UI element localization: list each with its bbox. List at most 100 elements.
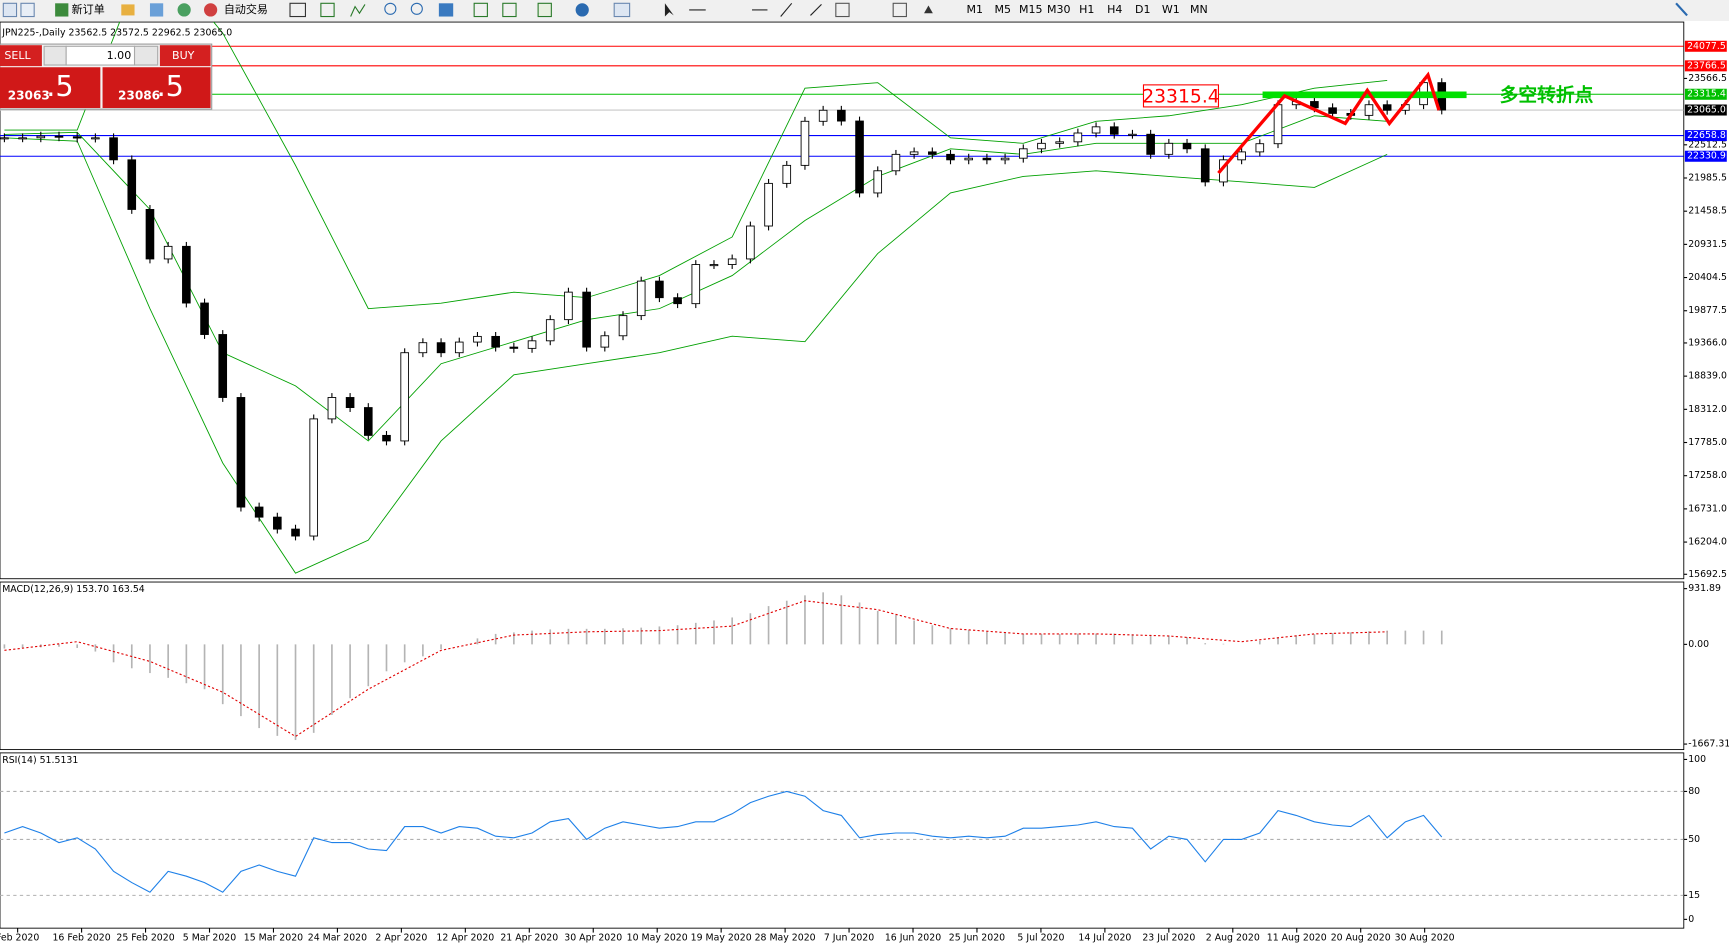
timeframe[interactable]: D1 — [1135, 3, 1151, 16]
toolbar-icon[interactable] — [438, 3, 454, 17]
timeframe[interactable]: W1 — [1162, 3, 1180, 16]
toolbar-icon[interactable] — [20, 2, 35, 18]
candle-body — [946, 153, 955, 161]
y-tick-label: 17258.0 — [1688, 470, 1727, 481]
toolbar-icon[interactable] — [473, 2, 488, 18]
candle-body — [1000, 157, 1010, 161]
ask-tail[interactable]: .5 — [157, 69, 184, 103]
buy-button[interactable] — [159, 45, 211, 67]
toolbar-icon[interactable] — [350, 4, 366, 17]
trade-panel: SELL 1.00 BUY 23063 .5 23086 .5 — [0, 43, 213, 110]
bid-tail[interactable]: .5 — [46, 69, 73, 103]
sell-button[interactable] — [0, 45, 42, 67]
timeframe[interactable]: MN — [1190, 3, 1208, 16]
y-tick-label: 18312.0 — [1688, 404, 1727, 415]
candle-body — [600, 335, 610, 348]
rsi-tick-label: 50 — [1688, 834, 1700, 845]
timeframe[interactable]: M1 — [967, 3, 984, 16]
toolbar-icon[interactable] — [613, 2, 631, 18]
trendline-tool[interactable] — [780, 2, 793, 17]
y-tick-label: 22512.5 — [1688, 139, 1727, 150]
level-tag — [1684, 40, 1727, 52]
buy-price-box[interactable] — [102, 67, 211, 109]
timeframe[interactable]: H1 — [1079, 3, 1094, 16]
candle-body — [873, 170, 883, 194]
candle-body — [363, 407, 373, 436]
ask-main[interactable]: 23086 — [118, 88, 160, 102]
cursor-tool[interactable] — [664, 3, 674, 17]
rsi-label: RSI(14) 51.5131 — [2, 755, 78, 766]
candle-body — [454, 341, 464, 354]
rsi-panel — [0, 752, 1685, 929]
candle-body — [1364, 104, 1374, 116]
x-tick-label: 21 Apr 2020 — [500, 933, 558, 944]
zoom-out[interactable] — [410, 2, 423, 15]
candle-body — [491, 335, 500, 348]
toolbar-icon[interactable] — [320, 2, 335, 18]
candle-body — [764, 182, 773, 227]
new-order[interactable]: 新订单 — [72, 2, 105, 16]
lot-up[interactable] — [133, 45, 159, 66]
candle-body — [655, 280, 664, 299]
level-label: 23065.0 — [1687, 105, 1726, 116]
zoom-in[interactable] — [384, 2, 397, 15]
y-tick-label: 19877.5 — [1688, 305, 1727, 316]
x-tick-label: 19 May 2020 — [691, 933, 752, 944]
rsi-tick-label: 0 — [1688, 914, 1694, 925]
text-tool[interactable] — [892, 2, 907, 18]
y-tick-label: 16731.0 — [1688, 503, 1727, 514]
candle-body — [327, 397, 337, 420]
sell-label[interactable]: SELL — [4, 49, 31, 62]
toolbar-icon[interactable] — [575, 3, 589, 17]
toolbar-icon[interactable] — [121, 4, 135, 16]
chart-title: JPN225-,Daily 23562.5 23572.5 22962.5 23… — [1, 28, 232, 39]
auto-trading[interactable]: 自动交易 — [224, 2, 268, 16]
x-tick-label: 15 Mar 2020 — [244, 933, 303, 944]
candle-body — [1018, 148, 1028, 159]
rsi-tick-label: 15 — [1688, 890, 1700, 901]
x-tick-label: 20 Aug 2020 — [1331, 933, 1391, 944]
candle-body — [345, 397, 355, 409]
candle-body — [1200, 148, 1210, 183]
lot-down[interactable] — [43, 45, 67, 66]
lot-value[interactable]: 1.00 — [107, 49, 132, 62]
candle-body — [91, 137, 100, 140]
timeframe[interactable]: H4 — [1107, 3, 1122, 16]
annotation-box — [1142, 84, 1220, 108]
toolbar-icon[interactable] — [537, 2, 552, 18]
candle-body — [545, 319, 555, 342]
candle-body — [273, 516, 282, 530]
timeframe[interactable]: M30 — [1047, 3, 1071, 16]
candle-body — [727, 258, 737, 265]
macd-label: MACD(12,26,9) 153.70 163.54 — [2, 584, 145, 595]
search-icon[interactable] — [1675, 2, 1688, 17]
toolbar-icon[interactable] — [149, 3, 164, 17]
fibo-tool[interactable] — [835, 2, 850, 18]
x-tick-label: 25 Jun 2020 — [949, 933, 1005, 944]
auto-trading-icon[interactable] — [203, 3, 218, 17]
candle-body — [1055, 141, 1064, 144]
channel-tool[interactable] — [810, 4, 822, 16]
x-tick-label: 5 Mar 2020 — [183, 933, 236, 944]
candle-body — [891, 153, 901, 172]
candle-body — [400, 352, 409, 442]
toolbar-icon[interactable] — [2, 2, 18, 18]
sell-price-box[interactable] — [0, 67, 101, 109]
buy-label[interactable]: BUY — [172, 49, 195, 62]
timeframe[interactable]: M15 — [1019, 3, 1043, 16]
timeframe[interactable]: M5 — [995, 3, 1012, 16]
toolbar-icon[interactable] — [177, 3, 191, 17]
toolbar-icon[interactable] — [289, 2, 306, 18]
toolbar-icon[interactable] — [502, 2, 517, 18]
candle-body — [291, 528, 300, 537]
bid-main[interactable]: 23063 — [8, 88, 50, 102]
x-tick-label: 25 Feb 2020 — [116, 933, 174, 944]
bollinger-lower — [4, 137, 1388, 574]
new-order-icon[interactable] — [55, 3, 69, 17]
arrow-tool[interactable] — [924, 5, 933, 14]
toolbar — [0, 0, 1729, 21]
y-tick-label: 23566.5 — [1688, 73, 1727, 84]
candle-body — [1146, 133, 1155, 155]
candle-body — [473, 335, 482, 343]
